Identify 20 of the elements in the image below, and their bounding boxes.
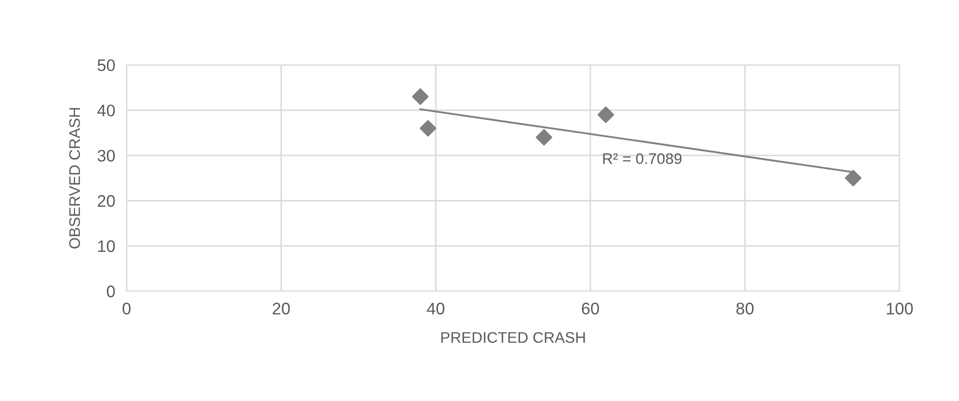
point — [598, 106, 614, 124]
y-tick-label: 30 — [98, 150, 115, 162]
annotation: R² = 0.7089 — [603, 153, 682, 164]
x-tick-label: 100 — [886, 302, 913, 314]
x-tick-label: 60 — [582, 302, 599, 314]
point — [536, 129, 552, 146]
y-tick-label: 40 — [97, 104, 115, 116]
y-tick-label: 0 — [106, 286, 115, 298]
x-tick-label: 0 — [122, 302, 131, 314]
point — [844, 170, 862, 186]
y-tick-label: 10 — [98, 240, 115, 252]
x-tick-label: 40 — [426, 302, 444, 314]
y-tick-label: 20 — [98, 195, 115, 207]
point — [412, 88, 429, 105]
y-axis-title: OBSERVED CRASH — [69, 108, 80, 248]
x-axis-title: PREDICTED CRASH — [441, 332, 585, 343]
point — [420, 120, 436, 137]
y-tick-label: 50 — [98, 59, 115, 72]
x-tick-label: 20 — [272, 302, 290, 314]
x-tick-label: 80 — [736, 302, 754, 314]
